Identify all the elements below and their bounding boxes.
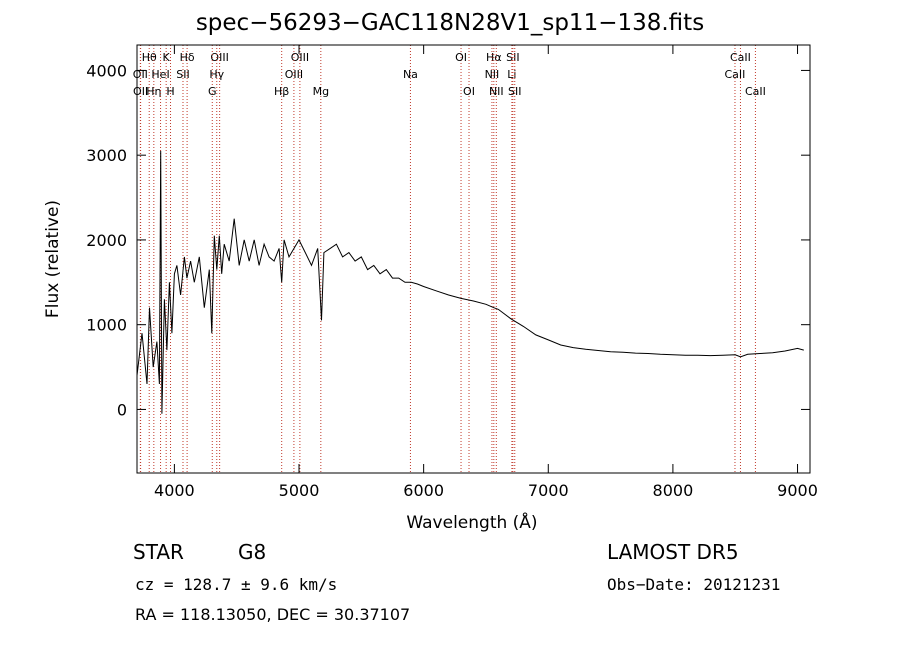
y-tick-label: 4000 bbox=[86, 61, 127, 80]
line-mark-label: H bbox=[166, 85, 174, 98]
y-tick-label: 3000 bbox=[86, 146, 127, 165]
plot-frame bbox=[136, 44, 811, 474]
object-subclass: G8 bbox=[238, 540, 267, 564]
observation-date: Obs−Date: 20121231 bbox=[607, 575, 781, 594]
line-mark-label: OI bbox=[455, 51, 467, 64]
line-mark-label: CaII bbox=[725, 68, 746, 81]
line-mark-label: NII bbox=[485, 68, 500, 81]
line-mark-label: SII bbox=[508, 85, 521, 98]
x-tick-label: 4000 bbox=[154, 481, 195, 500]
line-mark-label: CaII bbox=[745, 85, 766, 98]
chart-title: spec−56293−GAC118N28V1_sp11−138.fits bbox=[195, 10, 705, 36]
y-tick-label: 1000 bbox=[86, 316, 127, 335]
line-mark-label: SII bbox=[176, 68, 189, 81]
line-mark-label: OIII bbox=[210, 51, 228, 64]
x-tick-label: 8000 bbox=[653, 481, 694, 500]
survey-name: LAMOST DR5 bbox=[607, 540, 739, 564]
x-tick-label: 6000 bbox=[403, 481, 444, 500]
x-tick-label: 9000 bbox=[777, 481, 818, 500]
line-mark-label: OIII bbox=[285, 68, 303, 81]
line-mark-label: Hη bbox=[146, 85, 161, 98]
spectrum-line bbox=[136, 150, 804, 414]
x-axis-label: Wavelength (Å) bbox=[406, 511, 537, 533]
line-mark-label: HeI bbox=[151, 68, 169, 81]
object-type: STAR bbox=[133, 540, 184, 564]
line-mark-label: SII bbox=[506, 51, 519, 64]
line-mark-label: G bbox=[208, 85, 217, 98]
line-mark-label: Na bbox=[403, 68, 418, 81]
y-tick-label: 2000 bbox=[86, 231, 127, 250]
y-axis-label: Flux (relative) bbox=[43, 200, 63, 318]
line-mark-label: Li bbox=[507, 68, 516, 81]
line-mark-label: OIII bbox=[291, 51, 309, 64]
line-mark-label: Hβ bbox=[274, 85, 289, 98]
line-mark-label: CaII bbox=[730, 51, 751, 64]
line-mark-label: NII bbox=[489, 85, 504, 98]
ra-dec-coordinates: RA = 118.13050, DEC = 30.37107 bbox=[135, 605, 411, 624]
line-mark-label: K bbox=[163, 51, 171, 64]
redshift-value: cz = 128.7 ± 9.6 km/s bbox=[135, 575, 338, 594]
line-mark-label: Hα bbox=[486, 51, 502, 64]
line-mark-label: OI bbox=[463, 85, 475, 98]
line-mark-label: Hθ bbox=[142, 51, 157, 64]
line-mark-label: Hδ bbox=[180, 51, 195, 64]
x-tick-label: 7000 bbox=[528, 481, 569, 500]
y-tick-label: 0 bbox=[117, 400, 127, 419]
x-tick-label: 5000 bbox=[279, 481, 320, 500]
line-mark-label: Hγ bbox=[209, 68, 224, 81]
axis-ticks-layer: 4000 5000 6000 7000 8000 9000 0 1000 2000 3000 400… bbox=[86, 45, 818, 500]
line-mark-label: Mg bbox=[313, 85, 329, 98]
